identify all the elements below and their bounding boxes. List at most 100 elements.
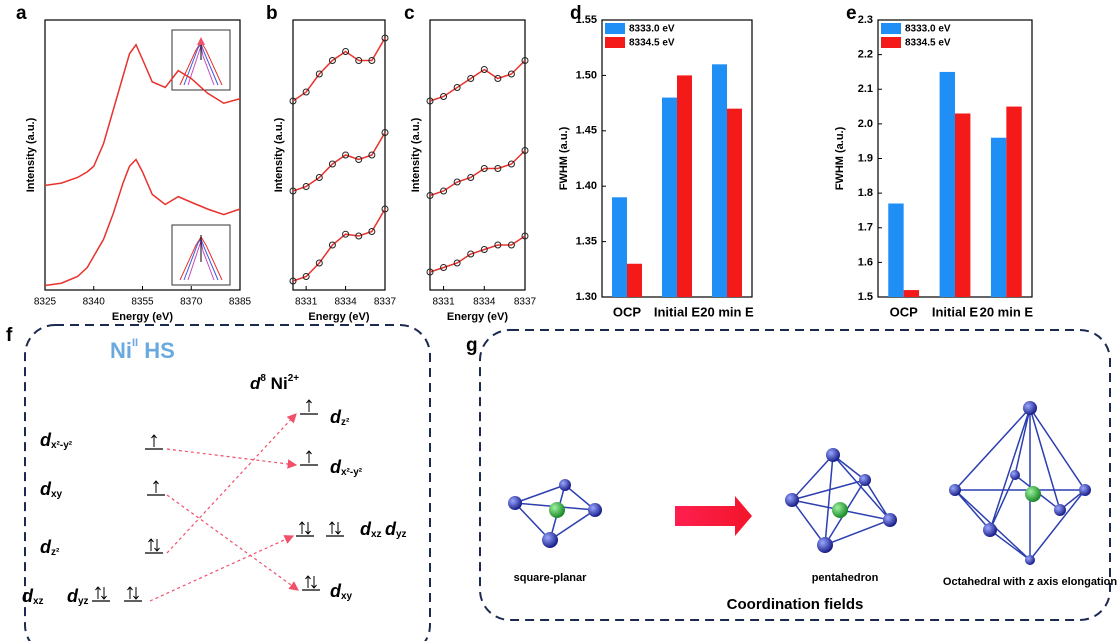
electron-spin [154,539,160,552]
orbital-label-part: xz [33,596,44,607]
y-tick-label: 2.3 [858,14,873,26]
bar [990,137,1007,297]
y-axis-title: Intensity (a.u.) [273,117,285,192]
diagram-title-part: HS [138,338,175,363]
bar [677,75,692,298]
x-tick-label: 8385 [229,297,252,308]
orbital-label-part: d [330,581,342,601]
data-point [480,246,488,253]
y-tick-label: 1.6 [858,256,873,268]
legend-label: 8333.0 eV [905,24,951,35]
orbital-label-part: xz [371,529,382,540]
electron-config-part: 8 [260,373,266,384]
x-tick-label: 8331 [432,297,455,308]
bar [1006,106,1022,297]
insets [171,29,231,286]
electron-config-part: d [250,374,261,393]
electron-spin [127,586,133,599]
data-point [342,151,350,159]
y-axis-title: Intensity (a.u.) [410,117,422,192]
orbital-label-part: d [40,430,52,450]
orbital-label-part: d [40,479,52,499]
data-point [328,57,336,64]
panel-label: c [404,3,415,24]
x-tick-label: Initial E [654,304,701,319]
structure-label: pentahedron [812,572,879,584]
x-tick-label: 20 min E [980,304,1034,319]
orbital-label-part: d [360,519,372,539]
bar [612,197,627,297]
data-point [328,241,336,249]
orbital-label: dx²-y² [330,457,363,478]
electron-spin [101,587,107,600]
data-point [453,84,461,91]
data-point [381,34,389,42]
x-axis-title: Energy (eV) [308,311,369,323]
data-point [467,75,475,82]
orbital-label-part: xy [51,489,63,500]
data-point [342,230,350,238]
bar [955,113,971,297]
series-line [44,158,241,287]
orbital-label-part: z² [341,417,350,428]
data-point [426,192,434,199]
electron-spin [133,587,139,600]
orbital-label: dxy [330,581,353,602]
electron-spin [335,522,341,535]
diagram-title-part: II [132,337,138,349]
plot-frame [429,19,526,291]
electron-spin [306,399,312,412]
data-point [467,250,475,258]
electron-spin [305,522,311,535]
y-tick-label: 1.30 [576,291,597,303]
bar [903,290,920,297]
electron-spin [299,521,305,534]
y-axis-title: Intensity (a.u.) [25,117,37,192]
y-tick-label: 1.7 [858,222,873,234]
electron-spin [148,538,154,551]
x-axis-title: Energy (eV) [447,311,508,323]
x-tick-label: 8325 [34,297,57,308]
orbital-label-part: d [22,586,34,606]
electron-config-part: 2+ [288,373,300,384]
legend-swatch [605,37,625,48]
y-tick-label: 2.1 [858,83,873,95]
series-line [292,208,386,282]
y-tick-label: 2.0 [858,118,873,130]
series-line [429,235,526,273]
panel-label: a [16,3,27,24]
diagram-title-part: Ni [110,338,132,363]
orbital-label-part: x²-y² [51,440,73,451]
energy-arrows [149,413,299,602]
x-tick-label: 8370 [180,297,203,308]
electron-spin [305,575,311,588]
data-point [368,228,376,235]
x-tick-label: OCP [890,304,919,319]
data-point [328,160,336,168]
structure-label: Octahedral with z axis elongation [943,576,1117,588]
data-point [440,93,448,100]
orbital-label: dz² [40,537,60,558]
data-point [289,187,297,195]
electron-spin [306,450,312,463]
y-axis-title: FWHM (a.u.) [834,126,846,190]
orbital-label-part: d [330,407,342,427]
data-point [315,174,323,181]
data-point [355,156,363,163]
orbital-label: dx²-y² [40,430,73,451]
y-tick-label: 1.5 [858,291,873,303]
data-point [381,129,389,136]
orbital-label: dyz [67,586,89,607]
data-point [381,205,389,213]
data-point [289,277,297,285]
orbital-label: dxy [40,479,63,500]
data-point [494,165,502,172]
panel-caption: Coordination fields [727,596,864,613]
panel-label: f [6,325,13,346]
x-tick-label: 8355 [131,297,154,308]
orbital-label: dxz [360,519,382,540]
electron-spin [151,434,157,447]
data-point [453,178,461,186]
data-point [426,268,434,276]
series-line [429,59,526,102]
